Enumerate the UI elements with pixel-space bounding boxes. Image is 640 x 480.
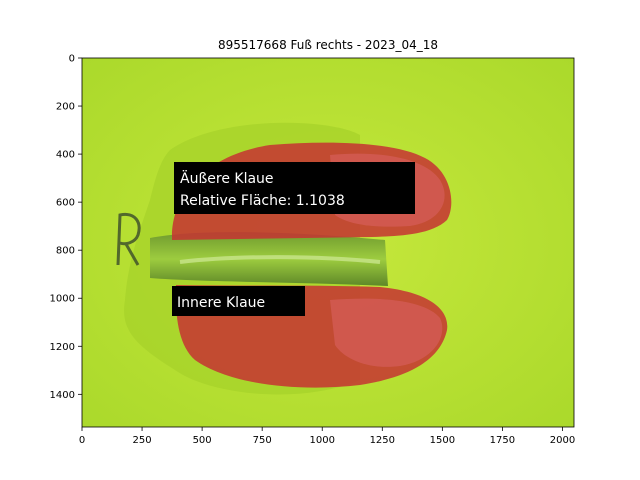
marker-letter-r	[116, 212, 141, 266]
y-axis: 0 200 400 600 800 1000 1200 1400	[50, 54, 82, 401]
x-tick-label: 2000	[550, 435, 575, 446]
y-tick-label: 200	[56, 102, 75, 113]
axes-frame	[81, 57, 575, 428]
x-tick-label: 1500	[430, 435, 455, 446]
outer-claw-label-box	[174, 162, 415, 214]
x-tick-label: 1000	[310, 435, 335, 446]
inner-claw-label: Innere Klaue	[172, 286, 305, 316]
x-tick-label: 0	[79, 435, 85, 446]
x-axis: 0 250 500 750 1000 1250 1500 1750 2000	[79, 427, 575, 446]
inner-claw-label-box	[172, 286, 305, 316]
x-tick-label: 750	[253, 435, 272, 446]
inner-claw-label-line1: Innere Klaue	[177, 295, 265, 311]
x-tick-label: 1750	[490, 435, 515, 446]
outer-claw-label-line2: Relative Fläche: 1.1038	[180, 193, 345, 209]
y-tick-label: 400	[56, 150, 75, 161]
figure-title: 895517668 Fuß rechts - 2023_04_18	[218, 38, 438, 52]
photo	[82, 58, 574, 427]
inner-claw-sole	[330, 298, 443, 367]
y-tick-label: 1400	[50, 390, 75, 401]
y-tick-label: 1000	[50, 294, 75, 305]
x-tick-label: 1250	[370, 435, 395, 446]
y-tick-label: 600	[56, 198, 75, 209]
y-tick-label: 800	[56, 246, 75, 257]
band-stripe	[179, 255, 381, 264]
x-tick-label: 500	[193, 435, 212, 446]
x-tick-label: 250	[133, 435, 152, 446]
outer-claw-label-line1: Äußere Klaue	[180, 169, 274, 187]
y-tick-label: 0	[69, 54, 75, 65]
y-tick-label: 1200	[50, 342, 75, 353]
outer-claw-label: Äußere Klaue Relative Fläche: 1.1038	[174, 162, 415, 214]
